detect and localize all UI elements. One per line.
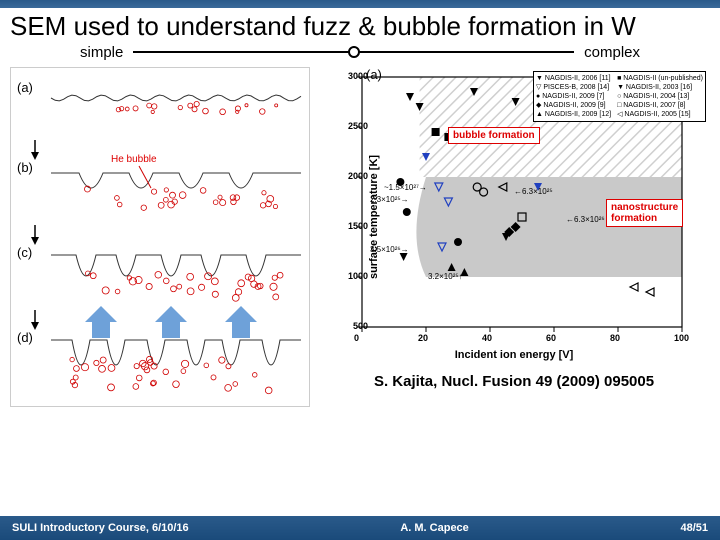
he-bubble-label: He bubble <box>111 154 157 165</box>
spectrum-marker <box>348 46 360 58</box>
y-tick: 500 <box>353 321 368 331</box>
y-tick: 1000 <box>348 271 368 281</box>
y-tick: 2500 <box>348 121 368 131</box>
chart-panel: 0 20 40 60 80 100 500 1000 1500 2000 2500 3000(a) bu… <box>318 67 710 407</box>
x-tick: 100 <box>674 333 689 343</box>
x-tick: 40 <box>482 333 492 343</box>
schematic-panel-letter: (c) <box>17 245 32 260</box>
schematic-svg <box>11 68 311 408</box>
schematic-panel: (a) (b) (c) (d) He bubble <box>10 67 310 407</box>
y-tick: 1500 <box>348 221 368 231</box>
footer-right: 48/51 <box>680 522 708 534</box>
schematic-panel-letter: (a) <box>17 80 33 95</box>
chart-annotation: ←6.3×10²⁶ <box>566 215 605 224</box>
chart-panel-letter: (a) <box>366 67 382 82</box>
content-row: (a) (b) (c) (d) He bubble 0 20 40 60 80 100 500 100… <box>0 61 720 407</box>
spectrum-line <box>133 51 574 53</box>
x-axis-label: Incident ion energy [V] <box>455 349 574 361</box>
spectrum-left: simple <box>80 44 123 61</box>
chart-legend: ▼ NAGDIS-II, 2006 [11]▽ PISCES-B, 2008 [… <box>533 71 706 122</box>
spectrum-right: complex <box>584 44 640 61</box>
x-tick: 0 <box>354 333 359 343</box>
y-tick: 2000 <box>348 171 368 181</box>
y-axis-label: surface temperature [K] <box>368 155 380 279</box>
slide-title: SEM used to understand fuzz & bubble for… <box>0 8 720 42</box>
footer-left: SULI Introductory Course, 6/10/16 <box>12 522 189 534</box>
footer-center: A. M. Capece <box>400 522 468 534</box>
x-tick: 80 <box>610 333 620 343</box>
citation: S. Kajita, Nucl. Fusion 49 (2009) 095005 <box>318 373 710 390</box>
header-bar <box>0 0 720 8</box>
chart-annotation: 3.2×10²⁵↑ <box>428 272 463 281</box>
schematic-panel-letter: (b) <box>17 160 33 175</box>
schematic-panel-letter: (d) <box>17 330 33 345</box>
spectrum-row: simple complex <box>0 44 720 61</box>
x-tick: 60 <box>546 333 556 343</box>
footer: SULI Introductory Course, 6/10/16 A. M. … <box>0 516 720 540</box>
chart-annotation: ←6.3×10²⁵ <box>514 187 553 196</box>
chart-annotation: ~1.5×10²⁷→ <box>384 183 427 192</box>
x-tick: 20 <box>418 333 428 343</box>
region-label-bubble: bubble formation <box>448 127 540 144</box>
region-label-nano: nanostructureformation <box>606 199 683 227</box>
y-tick: 3000 <box>348 71 368 81</box>
